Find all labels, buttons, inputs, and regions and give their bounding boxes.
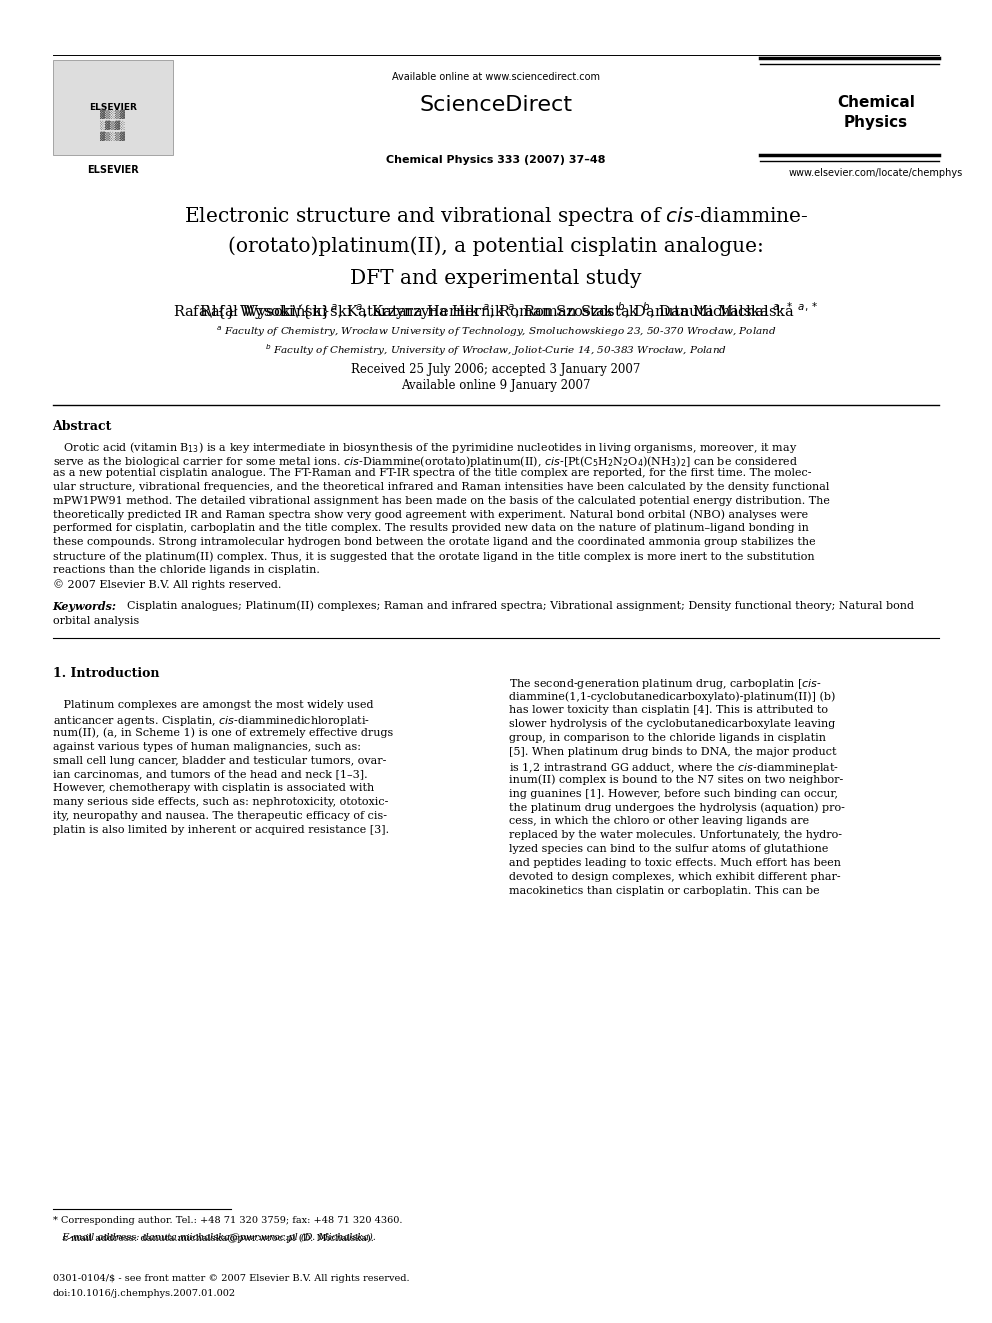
Text: theoretically predicted IR and Raman spectra show very good agreement with exper: theoretically predicted IR and Raman spe… (53, 509, 807, 520)
Bar (53, 60, 173, 155)
Text: diammine(1,1-cyclobutanedicarboxylato)-platinum(II)] (b): diammine(1,1-cyclobutanedicarboxylato)-p… (509, 692, 835, 703)
Text: ε-mail address: danuta.michalska@pwr.wroc.pl (D. Michalska).: ε-mail address: danuta.michalska@pwr.wro… (53, 1234, 373, 1244)
Text: structure of the platinum(II) complex. Thus, it is suggested that the orotate li: structure of the platinum(II) complex. T… (53, 552, 814, 562)
Text: DFT and experimental study: DFT and experimental study (350, 269, 642, 287)
Text: the platinum drug undergoes the hydrolysis (aquation) pro-: the platinum drug undergoes the hydrolys… (509, 803, 845, 814)
Text: Platinum complexes are amongst the most widely used: Platinum complexes are amongst the most … (53, 700, 373, 710)
Text: (orotato)platinum(II), a potential cisplatin analogue:: (orotato)platinum(II), a potential cispl… (228, 237, 764, 257)
Text: ELSEVIER: ELSEVIER (89, 102, 137, 111)
Text: mPW1PW91 method. The detailed vibrational assignment has been made on the basis : mPW1PW91 method. The detailed vibrationa… (53, 496, 829, 505)
Text: Cisplatin analogues; Platinum(II) complexes; Raman and infrared spectra; Vibrati: Cisplatin analogues; Platinum(II) comple… (120, 601, 914, 611)
Text: * Corresponding author. Tel.: +48 71 320 3759; fax: +48 71 320 4360.: * Corresponding author. Tel.: +48 71 320… (53, 1216, 402, 1225)
Text: ular structure, vibrational frequencies, and the theoretical infrared and Raman : ular structure, vibrational frequencies,… (53, 482, 829, 492)
Text: many serious side effects, such as: nephrotoxicity, ototoxic-: many serious side effects, such as: neph… (53, 798, 388, 807)
Text: platin is also limited by inherent or acquired resistance [3].: platin is also limited by inherent or ac… (53, 826, 389, 835)
Text: 0301-0104/$ - see front matter © 2007 Elsevier B.V. All rights reserved.: 0301-0104/$ - see front matter © 2007 El… (53, 1274, 410, 1283)
Text: The second-generation platinum drug, carboplatin [$\it{cis}$-: The second-generation platinum drug, car… (509, 677, 822, 692)
Text: these compounds. Strong intramolecular hydrogen bond between the orotate ligand : these compounds. Strong intramolecular h… (53, 537, 815, 548)
Text: doi:10.1016/j.chemphys.2007.01.002: doi:10.1016/j.chemphys.2007.01.002 (53, 1289, 236, 1298)
Text: Orotic acid (vitamin B$_{13}$) is a key intermediate in biosynthesis of the pyri: Orotic acid (vitamin B$_{13}$) is a key … (53, 441, 797, 455)
Text: [5]. When platinum drug binds to DNA, the major product: [5]. When platinum drug binds to DNA, th… (509, 747, 836, 757)
Text: Rafał Wysokiński $^{a}$, Katarzyna Hernik $^{a}$, Roman Szostak $^{b}$, Danuta M: Rafał Wysokiński $^{a}$, Katarzyna Herni… (198, 300, 794, 321)
Text: lyzed species can bind to the sulfur atoms of glutathione: lyzed species can bind to the sulfur ato… (509, 844, 828, 855)
Text: Abstract: Abstract (53, 419, 112, 433)
Text: However, chemotherapy with cisplatin is associated with: However, chemotherapy with cisplatin is … (53, 783, 374, 794)
Text: Electronic structure and vibrational spectra of $\it{cis}$-diammine-: Electronic structure and vibrational spe… (184, 205, 808, 228)
Text: Available online 9 January 2007: Available online 9 January 2007 (401, 378, 591, 392)
Text: against various types of human malignancies, such as:: against various types of human malignanc… (53, 742, 360, 751)
Text: as a new potential cisplatin analogue. The FT-Raman and FT-IR spectra of the tit: as a new potential cisplatin analogue. T… (53, 468, 811, 478)
Text: num(II), (a, in Scheme 1) is one of extremely effective drugs: num(II), (a, in Scheme 1) is one of extr… (53, 728, 393, 738)
Text: replaced by the water molecules. Unfortunately, the hydro-: replaced by the water molecules. Unfortu… (509, 831, 842, 840)
Text: ing guanines [1]. However, before such binding can occur,: ing guanines [1]. However, before such b… (509, 789, 838, 799)
Text: performed for cisplatin, carboplatin and the title complex. The results provided: performed for cisplatin, carboplatin and… (53, 524, 808, 533)
Text: © 2007 Elsevier B.V. All rights reserved.: © 2007 Elsevier B.V. All rights reserved… (53, 579, 281, 590)
Text: $^{a}$ Faculty of Chemistry, Wrocław University of Technology, Smoluchowskiego 2: $^{a}$ Faculty of Chemistry, Wrocław Uni… (215, 325, 777, 340)
Text: orbital analysis: orbital analysis (53, 617, 139, 626)
Text: is 1,2 intrastrand GG adduct, where the $\it{cis}$-diammineplat-: is 1,2 intrastrand GG adduct, where the … (509, 761, 839, 775)
Text: ity, neuropathy and nausea. The therapeutic efficacy of cis-: ity, neuropathy and nausea. The therapeu… (53, 811, 387, 822)
Text: ELSEVIER: ELSEVIER (87, 165, 139, 175)
Text: small cell lung cancer, bladder and testicular tumors, ovar-: small cell lung cancer, bladder and test… (53, 755, 386, 766)
Text: ▓▒░▒▓
░▓▒▓░
▓▒░▒▓: ▓▒░▒▓ ░▓▒▓░ ▓▒░▒▓ (100, 110, 126, 140)
Text: Keywords:: Keywords: (53, 601, 117, 611)
Text: E-mail address: danuta.michalska@pwr.wroc.pl (D. Michalska).: E-mail address: danuta.michalska@pwr.wro… (53, 1233, 375, 1242)
Text: Received 25 July 2006; accepted 3 January 2007: Received 25 July 2006; accepted 3 Januar… (351, 363, 641, 376)
Text: cess, in which the chloro or other leaving ligands are: cess, in which the chloro or other leavi… (509, 816, 809, 827)
Text: Chemical Physics 333 (2007) 37–48: Chemical Physics 333 (2007) 37–48 (386, 155, 606, 165)
Text: group, in comparison to the chloride ligands in cisplatin: group, in comparison to the chloride lig… (509, 733, 826, 744)
Text: devoted to design complexes, which exhibit different phar-: devoted to design complexes, which exhib… (509, 872, 840, 882)
Text: has lower toxicity than cisplatin [4]. This is attributed to: has lower toxicity than cisplatin [4]. T… (509, 705, 828, 716)
Text: anticancer agents. Cisplatin, $\it{cis}$-diamminedichloroplati-: anticancer agents. Cisplatin, $\it{cis}$… (53, 714, 370, 728)
Text: ScienceDirect: ScienceDirect (420, 95, 572, 115)
Text: 1. Introduction: 1. Introduction (53, 667, 159, 680)
Text: Chemical
Physics: Chemical Physics (837, 95, 915, 130)
Text: Available online at www.sciencedirect.com: Available online at www.sciencedirect.co… (392, 71, 600, 82)
Text: ian carcinomas, and tumors of the head and neck [1–3].: ian carcinomas, and tumors of the head a… (53, 770, 367, 779)
Text: inum(II) complex is bound to the N7 sites on two neighbor-: inum(II) complex is bound to the N7 site… (509, 775, 843, 786)
Text: serve as the biological carrier for some metal ions. $\it{cis}$-Diammine(orotato: serve as the biological carrier for some… (53, 454, 798, 468)
Text: and peptides leading to toxic effects. Much effort has been: and peptides leading to toxic effects. M… (509, 859, 841, 868)
Text: macokinetics than cisplatin or carboplatin. This can be: macokinetics than cisplatin or carboplat… (509, 886, 819, 896)
Text: www.elsevier.com/locate/chemphys: www.elsevier.com/locate/chemphys (789, 168, 963, 179)
Text: Rafa\l{} Wysoki\'{n}ski $^{a}$, Katarzyna Hernik $^{a}$, Roman Szostak $^{b}$, D: Rafa\l{} Wysoki\'{n}ski $^{a}$, Katarzyn… (174, 300, 818, 321)
Text: slower hydrolysis of the cyclobutanedicarboxylate leaving: slower hydrolysis of the cyclobutanedica… (509, 720, 835, 729)
Text: reactions than the chloride ligands in cisplatin.: reactions than the chloride ligands in c… (53, 565, 319, 576)
Text: $^{b}$ Faculty of Chemistry, University of Wrocław, Joliot-Curie 14, 50-383 Wroc: $^{b}$ Faculty of Chemistry, University … (265, 343, 727, 357)
